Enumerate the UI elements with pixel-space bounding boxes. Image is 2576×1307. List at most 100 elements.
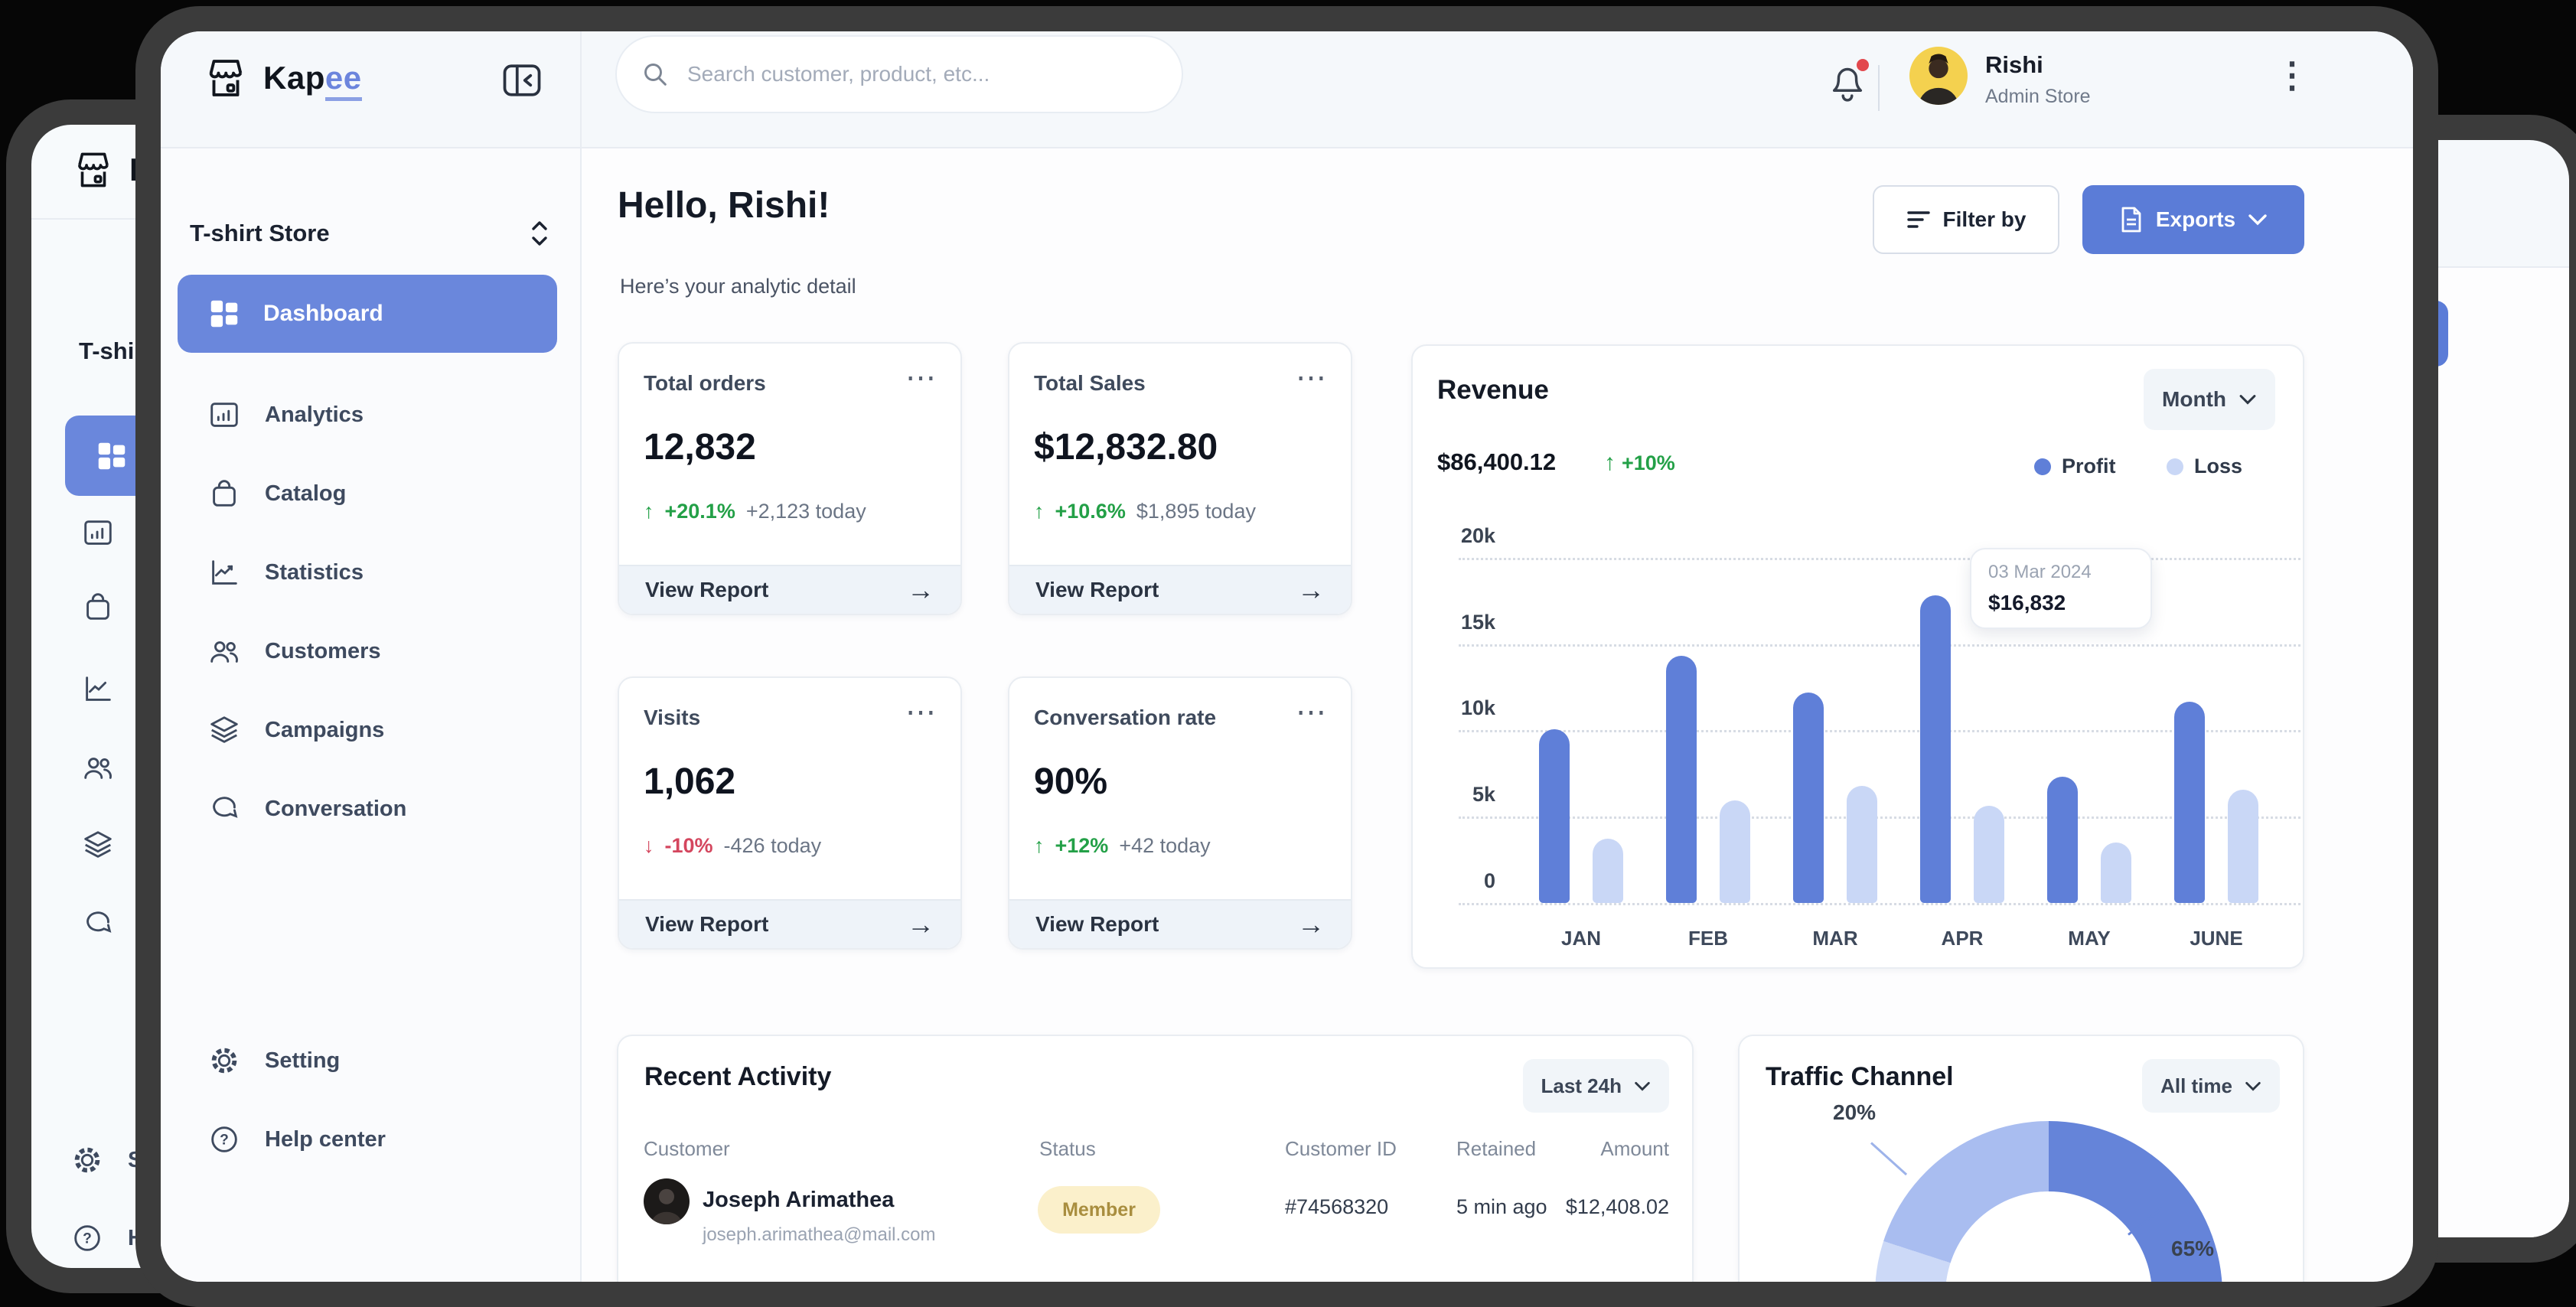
legend-loss: Loss	[2167, 455, 2242, 478]
exports-button[interactable]: Exports	[2082, 185, 2304, 254]
retained-cell: 5 min ago	[1456, 1195, 1547, 1218]
revenue-title: Revenue	[1437, 375, 1549, 405]
card-menu-button[interactable]: ⋯	[1296, 696, 1328, 729]
filter-by-button[interactable]: Filter by	[1873, 185, 2059, 254]
arrow-right-icon: →	[907, 908, 934, 940]
sidebar-item-customers[interactable]: Customers	[207, 634, 566, 669]
sidebar-item-catalog[interactable]: Catalog	[207, 476, 566, 511]
gridline	[1459, 816, 2300, 819]
stat-value: 90%	[1034, 761, 1108, 802]
sidebar-item-statistics[interactable]: Statistics	[207, 555, 566, 590]
view-report-link[interactable]: View Report →	[619, 899, 960, 948]
brand-name: Kapee	[263, 60, 362, 101]
card-menu-button[interactable]: ⋯	[905, 696, 937, 729]
revenue-amount: $86,400.12	[1437, 448, 1557, 475]
x-axis-label: FEB	[1688, 927, 1728, 950]
sidebar-item-campaigns[interactable]: Campaigns	[207, 712, 566, 748]
app-window: Kapee Rishi Admin Store	[135, 6, 2438, 1307]
gridline	[1459, 644, 2300, 647]
sidebar-collapse-icon[interactable]	[499, 57, 545, 103]
customer-id-cell: #74568320	[1285, 1195, 1389, 1218]
revenue-bar-profit-june[interactable]	[2174, 702, 2205, 903]
revenue-bar-profit-jan[interactable]	[1539, 729, 1570, 903]
revenue-bar-profit-may[interactable]	[2047, 777, 2078, 903]
traffic-channel-card: Traffic Channel All time 20% 65%	[1738, 1035, 2304, 1282]
column-header-customer-id: Customer ID	[1285, 1137, 1397, 1160]
traffic-donut-chart[interactable]	[1875, 1121, 2222, 1282]
card-menu-button[interactable]: ⋯	[1296, 361, 1328, 395]
topbar-divider	[161, 147, 2413, 148]
sidebar-item-setting[interactable]: Setting	[207, 1043, 566, 1078]
y-axis-tick: 20k	[1460, 524, 1495, 547]
notifications-bell-icon[interactable]	[1826, 60, 1869, 106]
view-report-link[interactable]: View Report →	[619, 565, 960, 614]
revenue-bar-profit-apr[interactable]	[1920, 595, 1951, 903]
stat-delta: +12%	[1055, 834, 1109, 857]
search-input[interactable]	[615, 35, 1183, 113]
profit-legend-dot	[2034, 458, 2051, 475]
view-report-link[interactable]: View Report →	[1009, 565, 1351, 614]
label-leader-line	[1870, 1142, 1908, 1176]
revenue-delta: +10%	[1622, 451, 1675, 474]
revenue-bar-loss-may[interactable]	[2101, 843, 2131, 903]
x-axis-label: JUNE	[2190, 927, 2243, 950]
topbar-menu-kebab[interactable]: ⋮	[2274, 55, 2310, 95]
user-avatar[interactable]	[1909, 47, 1968, 105]
analytics-icon	[210, 403, 238, 427]
column-header-retained: Retained	[1456, 1137, 1537, 1160]
customer-name: Joseph Arimathea	[703, 1188, 895, 1212]
revenue-bar-profit-mar[interactable]	[1793, 693, 1824, 903]
search-icon	[644, 64, 667, 86]
revenue-bar-loss-mar[interactable]	[1847, 786, 1877, 903]
activity-period-select[interactable]: Last 24h	[1522, 1059, 1669, 1113]
tooltip-date: 03 Mar 2024	[1988, 562, 2092, 582]
store-selector[interactable]: T-shirt Store	[190, 218, 551, 249]
recent-activity-card: Recent Activity Last 24h Customer Status…	[617, 1035, 1694, 1282]
revenue-bar-loss-apr[interactable]	[1974, 806, 2004, 903]
help-question-icon: ?	[211, 1126, 237, 1152]
dashboard-grid-icon	[210, 300, 238, 328]
page-title: Hello, Rishi!	[618, 185, 830, 226]
avatar-person-icon	[651, 1188, 682, 1224]
revenue-bar-loss-jan[interactable]	[1593, 839, 1623, 903]
revenue-bar-loss-feb[interactable]	[1720, 800, 1750, 903]
sidebar-item-conversation[interactable]: Conversation	[207, 791, 566, 826]
stat-delta: +10.6%	[1055, 500, 1126, 523]
shopping-bag-icon	[213, 480, 236, 507]
revenue-bar-profit-feb[interactable]	[1666, 656, 1697, 903]
sidebar-item-analytics[interactable]: Analytics	[207, 397, 566, 432]
trend-up-icon: ↑	[1034, 500, 1045, 523]
stat-note: +42 today	[1119, 834, 1211, 857]
view-report-link[interactable]: View Report →	[1009, 899, 1351, 948]
user-info[interactable]: Rishi Admin Store	[1985, 53, 2091, 106]
customer-avatar	[644, 1178, 690, 1224]
y-axis-tick: 0	[1483, 869, 1495, 892]
top-bar	[161, 31, 2413, 147]
card-menu-button[interactable]: ⋯	[905, 361, 937, 395]
trend-up-icon: ↑	[1034, 834, 1045, 857]
brand-logo[interactable]: Kapee	[202, 54, 362, 102]
stat-value: 1,062	[644, 761, 736, 802]
sidebar-divider	[580, 31, 582, 1282]
x-axis-label: JAN	[1560, 927, 1601, 950]
stat-title: Total orders	[644, 371, 766, 395]
sidebar-item-help-center[interactable]: ? Help center	[207, 1122, 566, 1157]
sidebar-item-dashboard[interactable]: Dashboard	[178, 275, 557, 353]
revenue-period-select[interactable]: Month	[2144, 369, 2275, 430]
recent-activity-title: Recent Activity	[644, 1062, 832, 1091]
customer-email: joseph.arimathea@mail.com	[703, 1224, 936, 1245]
svg-text:?: ?	[83, 1231, 92, 1247]
stat-note: $1,895 today	[1136, 500, 1256, 523]
filter-lines-icon	[1906, 211, 1930, 228]
chevron-down-icon	[2245, 1081, 2261, 1091]
chevron-down-icon	[2239, 395, 2256, 405]
line-chart-icon	[212, 560, 237, 585]
user-name: Rishi	[1985, 51, 2043, 78]
y-axis-tick: 5k	[1472, 783, 1495, 806]
arrow-right-icon: →	[1297, 574, 1325, 605]
traffic-period-select[interactable]: All time	[2142, 1059, 2280, 1113]
revenue-bar-loss-june[interactable]	[2228, 790, 2258, 903]
x-axis-label: MAR	[1812, 927, 1858, 950]
gear-icon	[211, 1048, 237, 1074]
column-header-amount: Amount	[1600, 1137, 1669, 1160]
